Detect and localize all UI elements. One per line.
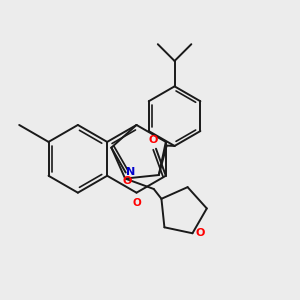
Text: N: N (126, 167, 135, 177)
Text: O: O (148, 135, 158, 145)
Text: O: O (132, 198, 141, 208)
Text: O: O (122, 176, 132, 186)
Text: O: O (196, 228, 206, 238)
